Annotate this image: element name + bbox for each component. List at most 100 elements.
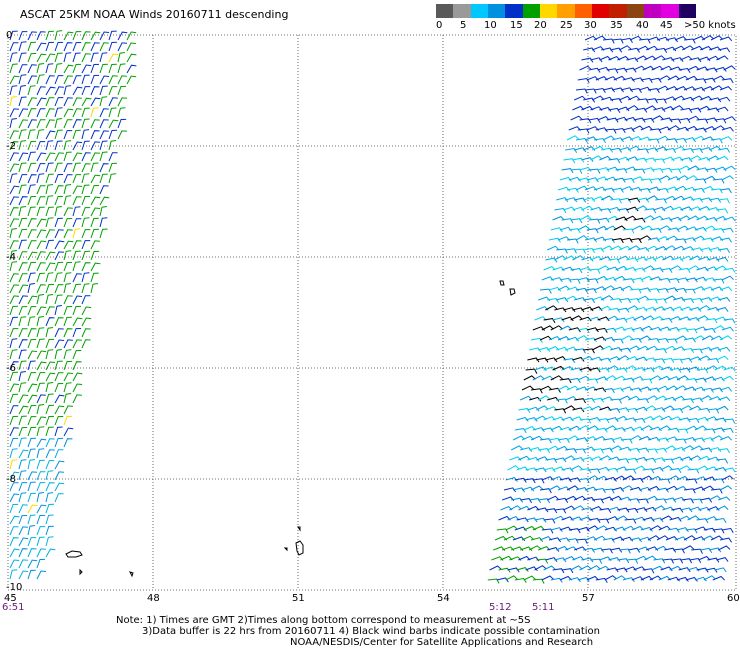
wind-barb (27, 383, 38, 393)
wind-barb (539, 488, 552, 494)
wind-barb (660, 167, 673, 173)
wind-barb (685, 576, 698, 582)
wind-barb (673, 146, 686, 151)
wind-barb (72, 218, 82, 228)
wind-barb (27, 459, 35, 470)
wind-barb (54, 86, 64, 96)
wind-barb (90, 74, 100, 85)
wind-barb (516, 416, 529, 422)
wind-barb (656, 385, 670, 391)
wind-barb (514, 428, 527, 434)
wind-barb (609, 445, 623, 451)
wind-barb (18, 548, 28, 558)
wind-barb (90, 162, 99, 173)
wind-barb (99, 140, 108, 151)
wind-barb (564, 295, 578, 301)
wind-barb (671, 256, 684, 262)
wind-barb (527, 505, 540, 511)
wind-barb (654, 545, 668, 551)
wind-barb (721, 427, 734, 433)
wind-barb (644, 357, 657, 363)
wind-barb (669, 216, 682, 222)
wind-barb (653, 255, 666, 261)
wind-barb (700, 347, 713, 352)
wind-barb (18, 504, 28, 514)
wind-barb (63, 195, 72, 206)
wind-barb (525, 467, 538, 473)
scale-label: 35 (610, 20, 623, 31)
wind-barb (9, 515, 20, 525)
wind-barb (550, 425, 563, 431)
wind-barb (606, 417, 619, 422)
wind-barb (117, 75, 127, 85)
wind-barb (645, 345, 659, 351)
wind-barb (593, 137, 606, 144)
wind-barb (36, 229, 47, 239)
wind-barb (547, 346, 560, 351)
wind-barb (617, 507, 630, 513)
wind-barb (72, 283, 82, 294)
wind-barb (99, 217, 108, 228)
wind-barb (36, 404, 45, 415)
wind-barb (81, 97, 92, 107)
wind-barb (604, 375, 617, 381)
wind-barb (638, 235, 652, 241)
wind-barb (584, 35, 598, 41)
wind-barb (9, 427, 19, 437)
wind-barb (566, 485, 580, 491)
wind-barb (611, 338, 624, 344)
wind-barb (27, 119, 37, 129)
lat-label: -4 (6, 252, 16, 263)
wind-barb (649, 525, 662, 531)
wind-barb (36, 350, 47, 360)
wind-barb (45, 217, 54, 228)
wind-barb (36, 338, 45, 349)
wind-barb (563, 358, 576, 364)
wind-barb (561, 568, 574, 574)
wind-barb (72, 240, 82, 250)
pass-time: 6:51 (2, 602, 24, 613)
wind-barb (541, 528, 554, 534)
wind-barb (9, 295, 20, 305)
wind-barb (45, 349, 54, 360)
wind-barb (622, 525, 635, 531)
wind-barb (698, 305, 711, 311)
wind-barb (570, 565, 583, 571)
wind-barb (572, 505, 585, 511)
wind-barb (590, 558, 603, 564)
wind-barb (90, 272, 99, 283)
wind-barb (624, 518, 637, 524)
wind-barb (81, 195, 91, 206)
lat-label: -8 (6, 474, 16, 485)
wind-barb (626, 257, 639, 263)
wind-barb (620, 37, 633, 43)
wind-barb (721, 527, 734, 534)
wind-barb (503, 535, 517, 541)
wind-barb (117, 42, 128, 52)
wind-barb (635, 107, 648, 113)
pass-time: 5:12 (489, 602, 511, 613)
wind-barb (658, 425, 671, 431)
wind-barb (655, 98, 667, 104)
wind-barb (604, 225, 617, 231)
wind-barb (716, 405, 729, 411)
wind-barb (36, 141, 46, 151)
wind-barb (27, 350, 38, 360)
wind-barb (9, 273, 19, 283)
wind-barb (527, 357, 540, 363)
wind-barb (646, 98, 658, 104)
wind-barb (627, 145, 641, 151)
wind-barb (599, 155, 612, 161)
wind-barb (548, 437, 561, 443)
note-line: NOAA/NESDIS/Center for Satellite Applica… (290, 637, 594, 648)
wind-barb (640, 178, 653, 184)
wind-barb (572, 105, 585, 111)
wind-barb (9, 569, 18, 580)
wind-barb (27, 316, 36, 327)
wind-barb (54, 284, 64, 294)
wind-barb (541, 375, 554, 381)
wind-barb (9, 537, 19, 547)
scale-label: 15 (510, 20, 523, 31)
wind-barb (27, 437, 37, 448)
wind-barb (583, 197, 596, 202)
